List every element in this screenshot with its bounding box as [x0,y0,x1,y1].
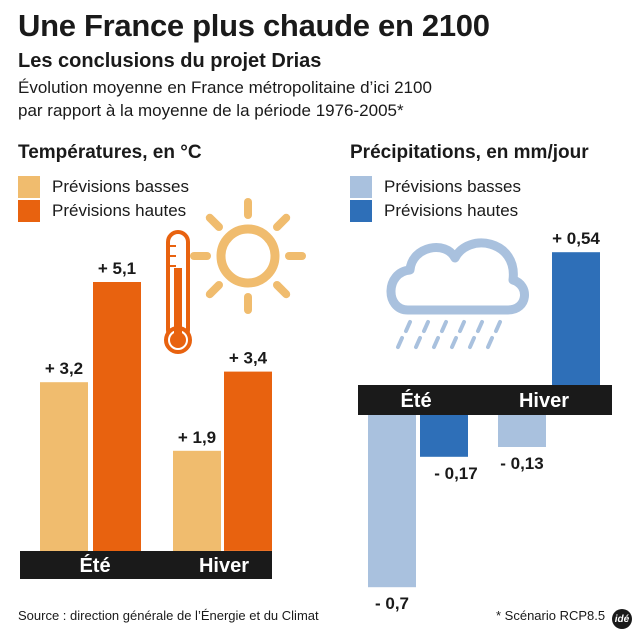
cloud-rain-icon [386,238,529,349]
rain-drop [440,320,448,333]
rain-drop [404,320,412,333]
description-line-2: par rapport à la moyenne de la période 1… [18,101,404,120]
bar-low-1 [173,450,221,551]
scenario-note: * Scénario RCP8.5 [496,608,606,623]
data-label: + 3,2 [45,359,83,378]
description: Évolution moyenne en France métropolitai… [18,76,618,122]
rain-drop [432,336,440,349]
rain-drop [450,336,458,349]
category-label: Hiver [199,555,249,577]
axis-band [358,385,612,415]
legend-label-low: Prévisions basses [384,177,522,196]
category-label: Été [79,554,110,577]
bar-low-0 [368,415,416,588]
precipitation-chart: - 0,7 - 0,13 - 0,17 + 0,54 Été Hiver [358,229,612,613]
publisher-logo: idé [612,609,632,629]
temperature-legend-high: Prévisions hautes [18,200,186,222]
precipitation-chart-title: Précipitations, en mm/jour [350,142,589,163]
precipitation-legend-high: Prévisions hautes [350,200,518,222]
legend-swatch-low [350,176,372,198]
rain-drop [414,336,422,349]
legend-swatch-low [18,176,40,198]
sun-icon [190,198,306,314]
temperature-legend-low: Prévisions basses [18,176,189,198]
description-line-1: Évolution moyenne en France métropolitai… [18,78,432,97]
source-note: Source : direction générale de l’Énergie… [18,608,319,623]
rain-drop [396,336,404,349]
data-label: + 0,54 [552,229,600,248]
data-label: - 0,13 [500,454,543,473]
legend-swatch-high [350,200,372,222]
bar-low-1 [498,415,546,447]
legend-label-low: Prévisions basses [52,177,190,196]
temperature-chart-title: Températures, en °C [18,142,202,163]
rain-drop [468,336,476,349]
category-label: Été [400,389,431,412]
sun-ray [205,281,223,299]
sun-ray [273,213,291,231]
rain-drop [422,320,430,333]
temperature-chart: + 3,2 + 1,9 + 5,1 + 3,4 Été Hiver [20,259,272,579]
data-label: + 1,9 [178,428,216,447]
data-label: + 5,1 [98,259,136,278]
bar-high-0 [93,282,141,551]
subtitle: Les conclusions du projet Drias [18,50,322,72]
main-title: Une France plus chaude en 2100 [18,8,490,43]
precipitation-legend-low: Prévisions basses [350,176,521,198]
data-label: - 0,7 [375,594,409,613]
bar-high-1 [552,252,600,385]
sun-ray [273,281,291,299]
sun-ray [205,213,223,231]
bar-high-1 [224,371,272,551]
legend-label-high: Prévisions hautes [384,201,519,220]
thermometer-icon [164,230,192,354]
legend-label-high: Prévisions hautes [52,201,187,220]
rain-drop [486,336,494,349]
data-label: + 3,4 [229,349,268,368]
axis-band [20,551,272,579]
legend-swatch-high [18,200,40,222]
category-label: Hiver [519,390,569,412]
rain-drop [458,320,466,333]
bar-low-0 [40,382,88,551]
rain-drop [494,320,502,333]
rain-drop [476,320,484,333]
bar-high-0 [420,415,468,457]
data-label: - 0,17 [434,464,477,483]
